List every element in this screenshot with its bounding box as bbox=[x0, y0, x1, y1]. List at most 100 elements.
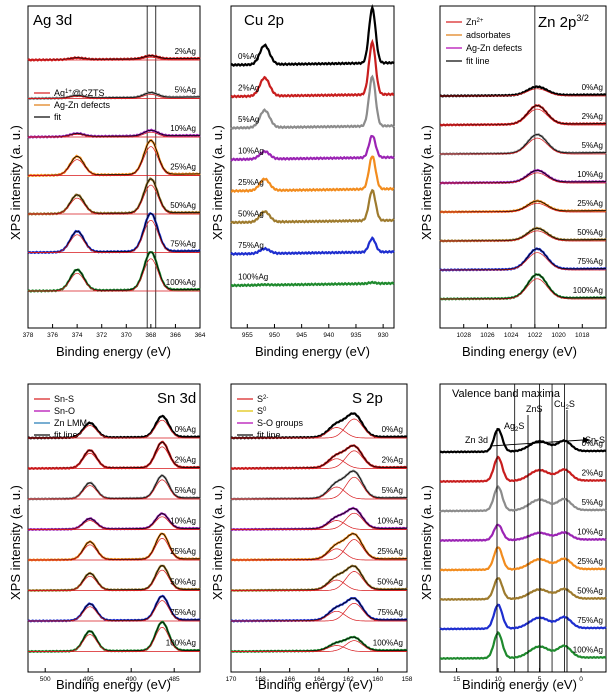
x-tick-label: 160 bbox=[372, 676, 383, 683]
annotation-ag2s: Ag2S bbox=[504, 421, 524, 433]
series-100pctAg: 100%Ag bbox=[231, 635, 408, 654]
panel-title: Ag 3d bbox=[33, 12, 72, 29]
fit-component bbox=[28, 516, 200, 530]
legend-item: Sn-O bbox=[54, 406, 75, 416]
series-label: 25%Ag bbox=[170, 163, 196, 172]
fit-component bbox=[28, 446, 200, 469]
panel-ag3d: Ag 3d XPS intensity (a. u.) Binding ener… bbox=[8, 5, 201, 359]
series-10pctAg: 10%Ag bbox=[27, 512, 201, 532]
series-label: 0%Ag bbox=[582, 83, 603, 92]
fit-component bbox=[28, 258, 200, 292]
fit-component bbox=[231, 418, 407, 439]
fit-component bbox=[28, 538, 200, 561]
series-label: 75%Ag bbox=[577, 257, 603, 266]
fit-component bbox=[231, 476, 407, 500]
series-100pctAg: 100%Ag bbox=[440, 631, 607, 660]
series-2pctAg: 2%Ag bbox=[27, 440, 201, 470]
fit-component bbox=[440, 252, 606, 271]
y-axis-label: XPS intensity (a. u.) bbox=[8, 125, 23, 240]
series-label: 50%Ag bbox=[170, 201, 196, 210]
y-axis-label: XPS intensity (a. u.) bbox=[210, 485, 225, 600]
spectrum-line bbox=[230, 134, 395, 162]
chart-s2p: 170 168 166 164 162 160 158 0%Ag 2%Ag 5%Ag 10%Ag 25… bbox=[226, 412, 413, 683]
series-5pctAg: 5%Ag bbox=[230, 74, 395, 130]
series-label: 50%Ag bbox=[577, 587, 603, 596]
x-tick-label: 10 bbox=[494, 676, 502, 683]
spectrum-line bbox=[230, 155, 395, 193]
spectrum-line bbox=[230, 444, 408, 471]
plot-frame bbox=[439, 383, 607, 673]
series-2pctAg: 2%Ag bbox=[230, 38, 395, 99]
x-axis-label: Binding energy (eV) bbox=[462, 344, 577, 359]
series-50pctAg: 50%Ag bbox=[27, 177, 201, 216]
spectrum-line bbox=[230, 74, 395, 130]
fit-component bbox=[28, 146, 200, 176]
fit-component bbox=[28, 600, 200, 622]
series-2pctAg: 2%Ag bbox=[27, 47, 201, 62]
x-tick-label: 1028 bbox=[456, 332, 471, 339]
legend-item: fit line bbox=[466, 56, 490, 66]
series-label: 2%Ag bbox=[175, 47, 196, 56]
x-axis-label: Binding energy (eV) bbox=[56, 344, 171, 359]
x-tick-label: 490 bbox=[126, 676, 137, 683]
fit-component bbox=[231, 571, 407, 591]
chart-ag3d: 378 376 374 372 370 368 366 364 2%Ag 5%Ag 10%Ag 25%… bbox=[23, 6, 206, 339]
chart-sn3d: 500 495 490 485 0%Ag 2%Ag 5%Ag 10%Ag 25%Ag 50%Ag 7… bbox=[27, 414, 201, 683]
x-tick-label: 366 bbox=[170, 332, 181, 339]
series-label: 100%Ag bbox=[573, 286, 603, 295]
legend-item: Ag-Zn defects bbox=[54, 100, 111, 110]
x-tick-label: 368 bbox=[145, 332, 156, 339]
fit-component bbox=[440, 278, 606, 300]
x-axis-label: Binding energy (eV) bbox=[255, 344, 370, 359]
legend-item: Sn-S bbox=[54, 394, 74, 404]
annotations: Zn 3d Ag2S ZnS Cu2S Sn-S bbox=[465, 399, 605, 445]
series-25pctAg: 25%Ag bbox=[230, 155, 395, 193]
plot-frame bbox=[230, 5, 395, 329]
x-axis-label: Binding energy (eV) bbox=[56, 677, 171, 692]
series-label: 2%Ag bbox=[582, 112, 603, 121]
fit-component bbox=[28, 219, 200, 253]
legend-item: fit line bbox=[257, 430, 281, 440]
series-25pctAg: 25%Ag bbox=[27, 138, 201, 178]
series-label: 5%Ag bbox=[382, 486, 403, 495]
legend-item: S0 bbox=[257, 406, 267, 416]
series-label: 50%Ag bbox=[377, 578, 403, 587]
series-2pctAg: 2%Ag bbox=[439, 455, 606, 483]
fit-component bbox=[28, 626, 200, 652]
spectrum-line bbox=[439, 577, 607, 602]
panel-vbm: Valence band maxima XPS intensity (a. u.… bbox=[419, 383, 607, 692]
fit-component bbox=[231, 512, 407, 530]
spectrum-line bbox=[439, 523, 607, 543]
chart-marks: 378 376 374 372 370 368 366 364 2%Ag 5%Ag 10%Ag 25%… bbox=[23, 3, 607, 683]
fit-component bbox=[231, 450, 407, 469]
series-75pctAg: 75%Ag bbox=[27, 211, 201, 255]
annotation-zns: ZnS bbox=[526, 404, 543, 414]
series-label: 10%Ag bbox=[238, 147, 264, 156]
fit-component bbox=[440, 137, 606, 155]
legend-item: fit line bbox=[54, 430, 78, 440]
x-tick-label: 950 bbox=[269, 332, 280, 339]
plot-frame bbox=[27, 5, 201, 329]
series-100pctAg: 100%Ag bbox=[27, 251, 201, 293]
chart-cu2p: 955 950 945 940 935 930 0%Ag 2%Ag 5%Ag 10%Ag 25%Ag… bbox=[230, 3, 395, 339]
series-25pctAg: 25%Ag bbox=[439, 199, 607, 214]
x-tick-label: 162 bbox=[343, 676, 354, 683]
series-100pctAg: 100%Ag bbox=[28, 620, 201, 654]
series-label: 2%Ag bbox=[582, 469, 603, 478]
series-label: 10%Ag bbox=[577, 528, 603, 537]
legend-item: Ag-Zn defects bbox=[466, 43, 523, 53]
spectrum-line bbox=[439, 546, 607, 572]
series-10pctAg: 10%Ag bbox=[439, 523, 607, 543]
series-label: 50%Ag bbox=[238, 210, 264, 219]
fit-component bbox=[28, 184, 200, 215]
series-label: 0%Ag bbox=[382, 425, 403, 434]
panel-title: Cu 2p bbox=[244, 12, 284, 29]
x-tick-label: 378 bbox=[23, 332, 34, 339]
x-tick-label: 15 bbox=[453, 676, 461, 683]
x-tick-label: 0 bbox=[579, 676, 583, 683]
x-tick-label: 370 bbox=[121, 332, 132, 339]
series-0pctAg: 0%Ag bbox=[439, 427, 607, 454]
series-10pctAg: 10%Ag bbox=[230, 134, 395, 162]
fit-component bbox=[440, 172, 606, 184]
spectrum-line bbox=[231, 280, 395, 288]
